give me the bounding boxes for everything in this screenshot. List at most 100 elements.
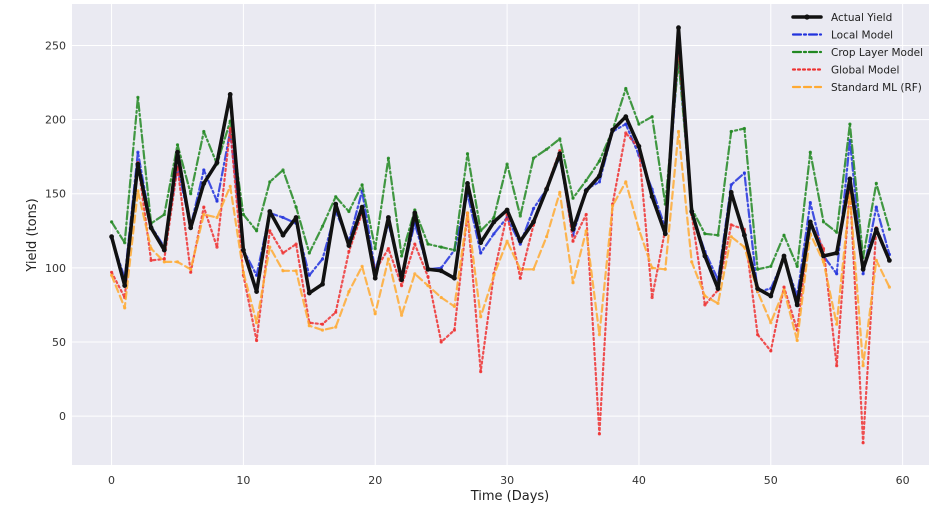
data-point-standard-ml-rf bbox=[861, 364, 865, 368]
series-actual-yield bbox=[109, 25, 892, 308]
data-point-global-model bbox=[571, 239, 575, 243]
data-point-crop-layer-model bbox=[400, 254, 404, 258]
x-axis-label: Time (Days) bbox=[470, 489, 550, 504]
data-point-actual-yield bbox=[478, 240, 484, 246]
data-point-local-model bbox=[320, 257, 325, 261]
data-point-standard-ml-rf bbox=[162, 260, 166, 264]
data-point-local-model bbox=[624, 122, 628, 126]
data-point-global-model bbox=[400, 284, 404, 288]
data-point-actual-yield bbox=[715, 286, 721, 291]
data-point-crop-layer-model bbox=[808, 150, 812, 154]
data-point-global-model bbox=[650, 295, 654, 300]
data-point-actual-yield bbox=[465, 181, 470, 186]
data-point-standard-ml-rf bbox=[307, 324, 311, 328]
data-point-crop-layer-model bbox=[571, 196, 575, 200]
data-point-local-model bbox=[742, 171, 747, 175]
y-tick-label: 250 bbox=[45, 40, 66, 53]
data-point-actual-yield bbox=[306, 290, 312, 296]
data-point-actual-yield bbox=[399, 277, 404, 283]
data-point-standard-ml-rf bbox=[729, 235, 733, 239]
data-point-actual-yield bbox=[570, 226, 576, 232]
data-point-local-model bbox=[729, 183, 733, 187]
data-point-standard-ml-rf bbox=[320, 328, 325, 332]
data-point-crop-layer-model bbox=[268, 180, 272, 184]
data-point-global-model bbox=[162, 257, 166, 261]
data-point-global-model bbox=[110, 270, 114, 274]
data-point-global-model bbox=[255, 338, 259, 343]
data-point-standard-ml-rf bbox=[360, 264, 364, 268]
data-point-local-model bbox=[202, 168, 206, 172]
data-point-actual-yield bbox=[122, 283, 128, 288]
data-point-standard-ml-rf bbox=[202, 212, 206, 217]
series-line-actual-yield bbox=[109, 25, 892, 307]
data-point-crop-layer-model bbox=[769, 264, 773, 268]
data-point-standard-ml-rf bbox=[479, 315, 483, 319]
data-point-actual-yield bbox=[280, 232, 286, 238]
data-point-crop-layer-model bbox=[110, 220, 114, 224]
data-point-crop-layer-model bbox=[545, 147, 549, 151]
y-tick-label: 150 bbox=[45, 188, 66, 201]
data-point-standard-ml-rf bbox=[624, 180, 628, 184]
data-point-actual-yield bbox=[860, 266, 866, 272]
data-point-actual-yield bbox=[702, 253, 708, 259]
data-point-actual-yield bbox=[214, 160, 220, 166]
data-point-actual-yield bbox=[834, 250, 840, 256]
data-point-crop-layer-model bbox=[162, 212, 166, 217]
data-point-local-model bbox=[874, 205, 878, 209]
data-point-global-model bbox=[597, 432, 602, 436]
series-standard-ml-rf bbox=[110, 129, 892, 368]
data-point-global-model bbox=[189, 270, 193, 274]
data-point-local-model bbox=[136, 150, 140, 154]
data-point-global-model bbox=[861, 441, 865, 445]
data-point-global-model bbox=[202, 205, 206, 209]
data-point-global-model bbox=[426, 275, 430, 279]
data-point-actual-yield bbox=[636, 143, 642, 149]
legend-label-global-model: Global Model bbox=[831, 65, 899, 77]
data-point-standard-ml-rf bbox=[175, 260, 180, 264]
y-axis-label: Yield (tons) bbox=[25, 198, 40, 272]
series-line-crop-layer-model bbox=[110, 59, 891, 271]
data-point-local-model bbox=[835, 272, 839, 276]
legend-label-standard-ml-rf: Standard ML (RF) bbox=[831, 82, 922, 94]
data-point-local-model bbox=[307, 273, 311, 277]
data-point-local-model bbox=[808, 201, 812, 205]
data-point-standard-ml-rf bbox=[334, 325, 338, 329]
data-point-actual-yield bbox=[847, 176, 853, 182]
data-point-standard-ml-rf bbox=[887, 285, 892, 289]
data-point-standard-ml-rf bbox=[294, 269, 298, 273]
data-point-local-model bbox=[479, 251, 483, 255]
data-point-actual-yield bbox=[372, 275, 378, 281]
data-point-standard-ml-rf bbox=[110, 273, 114, 277]
data-point-actual-yield bbox=[768, 293, 774, 299]
legend-label-crop-layer-model: Crop Layer Model bbox=[831, 47, 923, 59]
data-point-actual-yield bbox=[821, 253, 826, 259]
data-point-actual-yield bbox=[887, 258, 892, 263]
data-point-crop-layer-model bbox=[835, 230, 839, 234]
data-point-actual-yield bbox=[254, 289, 259, 294]
data-point-actual-yield bbox=[425, 266, 431, 272]
data-point-standard-ml-rf bbox=[123, 306, 127, 310]
data-point-local-model bbox=[215, 199, 219, 203]
data-point-local-model bbox=[861, 272, 865, 276]
data-point-actual-yield bbox=[188, 225, 194, 231]
data-point-global-model bbox=[294, 242, 298, 246]
data-point-crop-layer-model bbox=[347, 209, 351, 214]
data-point-standard-ml-rf bbox=[531, 267, 536, 271]
data-point-standard-ml-rf bbox=[136, 189, 140, 193]
data-point-crop-layer-model bbox=[624, 86, 628, 91]
data-point-standard-ml-rf bbox=[386, 257, 390, 261]
data-point-global-model bbox=[518, 276, 522, 280]
data-point-standard-ml-rf bbox=[703, 294, 707, 298]
data-point-standard-ml-rf bbox=[347, 290, 351, 294]
data-point-crop-layer-model bbox=[334, 195, 338, 199]
data-point-actual-yield bbox=[201, 181, 207, 186]
data-point-actual-yield bbox=[504, 207, 510, 213]
data-point-actual-yield bbox=[649, 194, 655, 200]
data-point-actual-yield bbox=[689, 209, 695, 214]
data-point-standard-ml-rf bbox=[255, 321, 259, 325]
data-point-crop-layer-model bbox=[202, 129, 206, 134]
data-point-crop-layer-model bbox=[716, 233, 720, 237]
data-point-crop-layer-model bbox=[887, 227, 892, 231]
data-point-standard-ml-rf bbox=[465, 211, 470, 215]
